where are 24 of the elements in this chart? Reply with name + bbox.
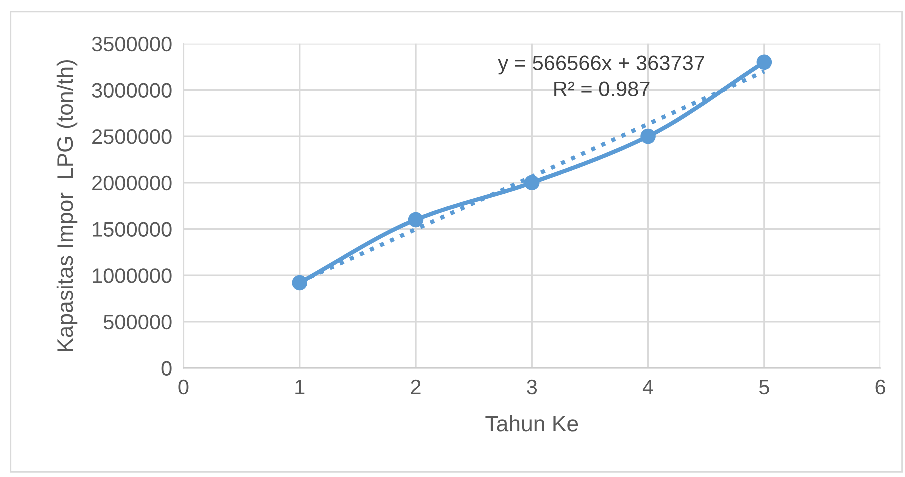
y-tick-label: 3000000	[92, 83, 172, 98]
point	[640, 128, 656, 144]
y-tick-label: 2500000	[92, 130, 172, 144]
annotation: R² = 0.987	[554, 82, 650, 97]
point	[756, 54, 772, 70]
x-tick-label: 5	[759, 380, 770, 395]
x-tick-label: 0	[178, 380, 189, 395]
y-tick-label: 3500000	[92, 36, 172, 52]
annotation: y = 566566x + 363737	[498, 56, 704, 75]
point	[408, 212, 424, 228]
y-tick-label: 1000000	[93, 268, 172, 284]
x-tick-label: 3	[527, 380, 538, 395]
x-axis-title: Tahun Ke	[486, 415, 578, 432]
x-tick-label: 4	[642, 380, 654, 394]
y-tick-label: 0	[162, 361, 172, 376]
x-tick-label: 1	[296, 380, 305, 394]
x-tick-label: 6	[876, 380, 886, 395]
y-tick-label: 1500000	[93, 222, 172, 237]
x-tick-label: 2	[411, 380, 421, 394]
point	[292, 275, 308, 291]
y-tick-label: 2000000	[92, 176, 172, 191]
y-axis-title: Kapasitas Impor LPG (ton/th)	[56, 60, 78, 352]
point	[524, 175, 540, 191]
y-tick-label: 500000	[104, 314, 172, 330]
